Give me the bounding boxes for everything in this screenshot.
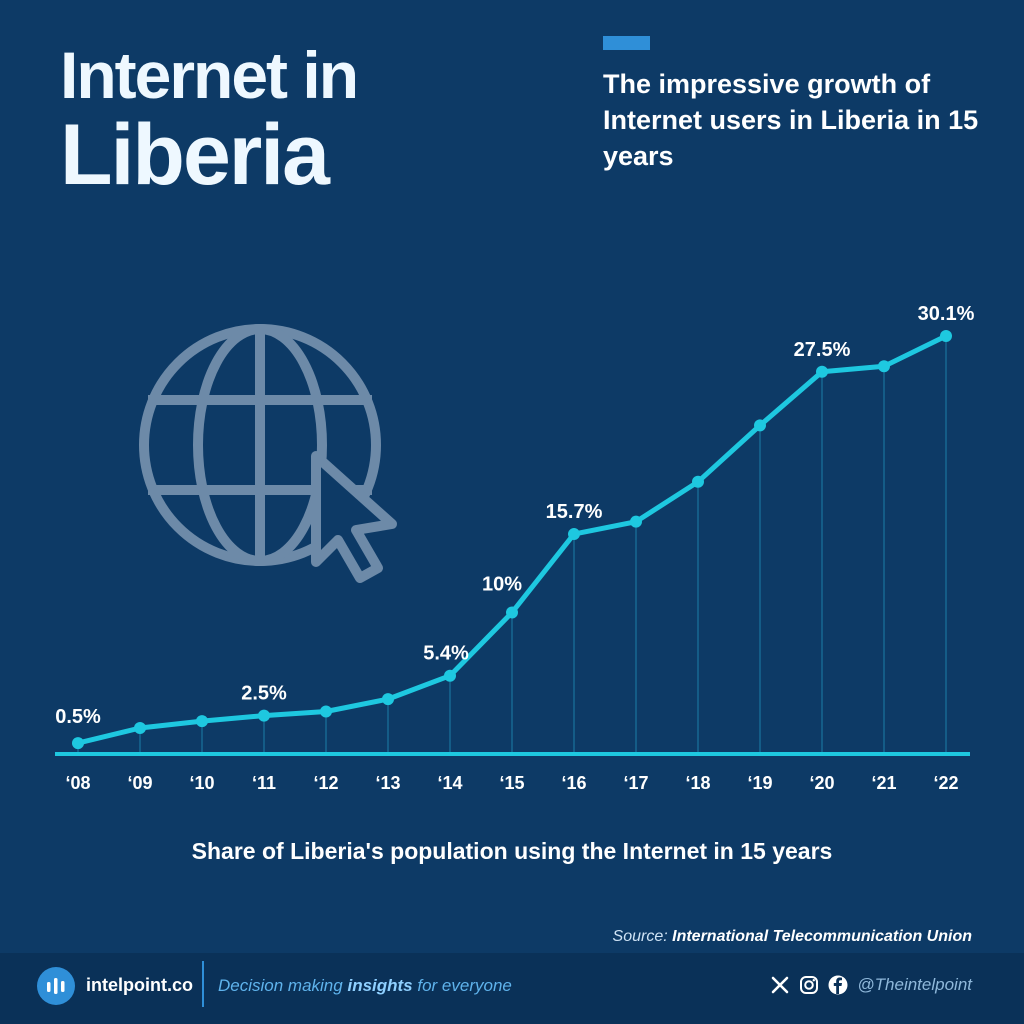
brand-name[interactable]: intelpoint.co bbox=[86, 975, 193, 995]
cursor-arrow-icon bbox=[311, 451, 397, 583]
x-tick-label: ‘10 bbox=[189, 773, 214, 793]
data-point bbox=[134, 721, 146, 734]
page-title: Internet in Liberia bbox=[60, 38, 359, 204]
tagline-bold: insights bbox=[347, 976, 413, 995]
data-point bbox=[506, 606, 518, 619]
x-tick-label: ‘20 bbox=[809, 773, 834, 793]
data-point bbox=[258, 709, 270, 722]
tagline: Decision making insights for everyone bbox=[218, 976, 512, 996]
source-label: Source: bbox=[612, 928, 668, 945]
intelpoint-logo-icon[interactable] bbox=[37, 967, 75, 1005]
footer: intelpoint.co Decision making insights f… bbox=[0, 953, 1024, 1024]
data-point bbox=[940, 330, 952, 342]
tagline-before: Decision making bbox=[218, 976, 343, 995]
data-point bbox=[816, 365, 828, 378]
accent-bar bbox=[603, 36, 650, 50]
x-tick-label: ‘19 bbox=[747, 773, 772, 793]
data-point bbox=[444, 669, 456, 682]
x-tick-label: ‘13 bbox=[375, 773, 400, 793]
x-tick-labels: ‘08 ‘09 ‘10 ‘11 ‘12 ‘13 ‘14 ‘15 ‘16 ‘17 ‘18 ‘19 ‘20 ‘… bbox=[65, 773, 958, 793]
footer-divider bbox=[202, 961, 204, 1007]
data-point bbox=[320, 705, 332, 718]
data-point bbox=[630, 515, 642, 528]
social-links: @Theintelpoint bbox=[770, 975, 972, 995]
data-label: 5.4% bbox=[423, 643, 469, 665]
facebook-icon[interactable] bbox=[828, 975, 848, 995]
x-tick-label: ‘17 bbox=[623, 773, 648, 793]
x-tick-label: ‘22 bbox=[933, 773, 958, 793]
title-line-1: Internet in bbox=[60, 38, 359, 112]
data-point bbox=[568, 528, 580, 541]
data-points bbox=[72, 330, 952, 750]
data-labels: 0.5% 2.5% 5.4% 10% 15.7% 27.5% 30.1% bbox=[55, 303, 974, 728]
data-point bbox=[692, 475, 704, 488]
instagram-icon[interactable] bbox=[799, 975, 819, 995]
globe-cursor-icon bbox=[139, 324, 381, 566]
data-point bbox=[196, 715, 208, 728]
x-tick-label: ‘18 bbox=[685, 773, 710, 793]
data-point bbox=[382, 693, 394, 706]
x-tick-label: ‘15 bbox=[499, 773, 524, 793]
data-point bbox=[878, 360, 890, 373]
x-tick-label: ‘09 bbox=[127, 773, 152, 793]
data-label: 30.1% bbox=[918, 303, 975, 325]
tagline-after: for everyone bbox=[417, 976, 512, 995]
x-tick-label: ‘11 bbox=[252, 773, 276, 793]
data-label: 10% bbox=[482, 573, 522, 595]
x-tick-label: ‘21 bbox=[871, 773, 896, 793]
data-label: 27.5% bbox=[794, 339, 851, 361]
source-name: International Telecommunication Union bbox=[672, 928, 972, 945]
title-line-2: Liberia bbox=[60, 107, 330, 204]
source-note: Source: International Telecommunication … bbox=[613, 928, 972, 946]
x-tick-label: ‘14 bbox=[437, 773, 462, 793]
x-tick-label: ‘12 bbox=[313, 773, 338, 793]
data-label: 0.5% bbox=[55, 706, 101, 728]
x-tick-label: ‘16 bbox=[561, 773, 586, 793]
data-label: 15.7% bbox=[546, 501, 603, 523]
x-tick-label: ‘08 bbox=[65, 773, 90, 793]
data-point bbox=[72, 737, 84, 750]
chart-caption: Share of Liberia's population using the … bbox=[191, 838, 833, 864]
x-icon[interactable] bbox=[770, 975, 790, 995]
subtitle: The impressive growth of Internet users … bbox=[603, 69, 979, 172]
data-label: 2.5% bbox=[241, 683, 287, 705]
social-handle[interactable]: @Theintelpoint bbox=[857, 975, 972, 994]
data-point bbox=[754, 419, 766, 432]
